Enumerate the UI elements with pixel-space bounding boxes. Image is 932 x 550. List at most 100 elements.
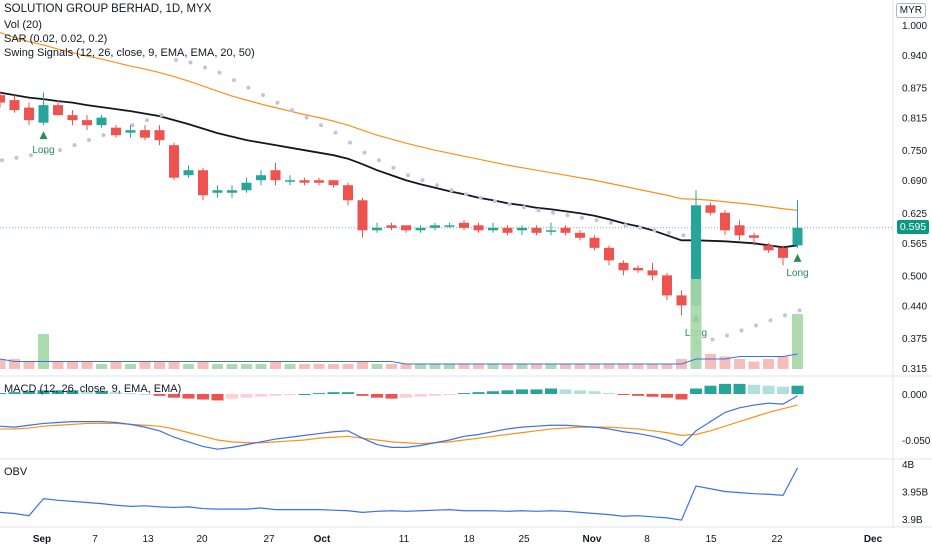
volume-bar [299,364,310,369]
volume-bar [81,361,93,369]
candle-body [111,127,121,136]
obv-tick-label: 3.9B [902,515,923,526]
candle-body [386,225,397,228]
volume-bar [168,361,180,369]
volume-bar [197,361,209,369]
macd-histogram-bar [690,388,702,394]
price-tick-label: 0.940 [902,51,927,62]
sar-dot [638,225,642,230]
candle-body [53,105,63,116]
macd-pane[interactable] [0,383,804,450]
macd-histogram-bar [487,391,499,394]
candle-body [749,235,759,238]
macd-histogram-bar [443,394,456,395]
volume-bar [487,364,499,369]
volume-bar [690,279,702,369]
candle-body [720,212,730,231]
time-tick-label: 27 [263,534,275,545]
sar-dot [159,113,164,118]
candle-body [183,170,194,176]
macd-legend[interactable]: MACD (12, 26, close, 9, EMA, EMA) [4,383,182,395]
macd-histogram-bar [197,394,209,400]
candle-body [444,225,455,227]
ema-fast-line [0,91,798,249]
macd-histogram-bar [182,394,195,399]
volume-pane[interactable] [0,279,803,369]
grid-lines [0,0,932,528]
sar-dot [72,143,77,148]
long-signal-marker [39,131,48,140]
candle-body [299,180,310,183]
macd-histogram-bar [617,394,630,395]
price-tick-label: 0.815 [902,114,927,125]
candle-body [705,205,716,213]
sar-dot [58,148,62,153]
time-tick-label: 20 [196,534,208,545]
volume-bar [618,364,629,369]
sar-dot [522,205,526,210]
obv-pane[interactable] [0,467,799,521]
macd-histogram-bar [81,391,93,394]
price-tick-label: 0.875 [902,84,927,95]
sar-dot [406,173,410,178]
volume-bar [589,364,600,369]
candle-body [328,180,339,186]
volume-bar [777,356,789,369]
candle-body [633,267,643,271]
sar-dot [652,228,657,233]
candle-body [604,247,614,261]
macd-histogram-bar [298,394,311,395]
macd-histogram-bar [153,394,166,396]
candle-body [676,295,687,306]
volume-bar [386,364,397,369]
obv-tick-label: 4B [902,460,915,471]
candle-body [285,180,295,182]
sar-dot [261,93,265,98]
macd-histogram-bar [501,390,514,394]
candle-body [82,120,92,126]
macd-histogram-bar [762,385,775,394]
macd-histogram-bar [429,394,441,396]
time-tick-label: 8 [644,534,650,545]
volume-bar [705,354,716,369]
sar-dot [232,78,236,83]
macd-histogram-bar [226,394,238,399]
macd-histogram-bar [588,391,601,394]
volume-bar [792,314,803,369]
volume-bar [38,334,49,369]
macd-histogram-bar [748,384,760,394]
macd-histogram-bar [23,391,35,394]
currency-badge[interactable]: MYR [895,3,926,18]
macd-histogram-bar [284,394,296,395]
candle-body [227,190,237,193]
price-tick-label: 0.625 [902,209,927,220]
volume-bar [371,364,383,369]
price-pane[interactable]: LongLongLong [0,31,893,345]
candle-body [343,185,353,201]
candle-body [488,227,498,231]
macd-histogram-bar [139,394,151,395]
sar-dot [290,108,294,113]
volume-bar [748,361,760,369]
swing-signals-legend[interactable]: Swing Signals (12, 26, close, 9, EMA, EM… [4,47,255,59]
sar-dot [493,199,497,204]
volume-bar [719,356,731,369]
sar-legend[interactable]: SAR (0.02, 0.02, 0.2) [4,33,108,45]
volume-bar [763,359,774,369]
time-tick-label: 18 [463,534,475,545]
candle-body [575,232,585,238]
macd-histogram-bar [632,394,644,396]
obv-legend[interactable]: OBV [4,466,28,478]
candle-body [125,130,136,133]
sar-dot [464,192,468,197]
volume-bar [458,364,470,369]
sar-dot [188,60,193,65]
candle-body [24,107,34,121]
sar-dot [217,70,222,75]
sar-dot [203,65,207,70]
volume-bar [574,364,586,369]
volume-legend[interactable]: Vol (20) [4,19,42,31]
candle-body [67,115,78,121]
macd-histogram-bar [414,394,427,397]
